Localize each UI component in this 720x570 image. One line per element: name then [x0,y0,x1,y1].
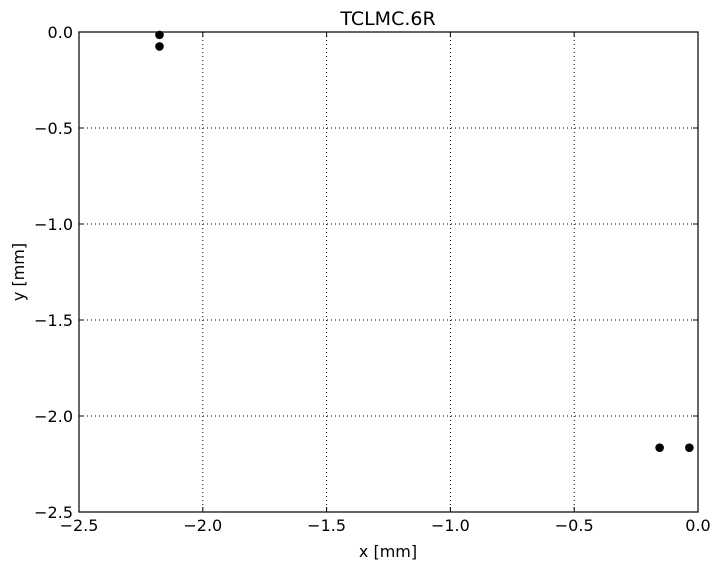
y-tick-label: −2.0 [34,407,73,426]
data-point [655,443,664,452]
x-tick-label: −1.0 [431,516,470,535]
chart-title: TCLMC.6R [339,8,435,30]
y-tick-label: −0.5 [34,119,73,138]
data-point [685,443,694,452]
x-tick-label: −2.5 [60,516,99,535]
y-tick-label: −1.0 [34,215,73,234]
x-tick-label: 0.0 [685,516,710,535]
y-axis-title: y [mm] [9,243,28,301]
x-tick-label: −2.0 [183,516,222,535]
y-tick-label: 0.0 [48,23,73,42]
data-points [155,30,694,452]
x-tick-label: −1.5 [307,516,346,535]
plot-frame [78,31,699,513]
y-tick-labels: 0.0 −0.5 −1.0 −1.5 −2.0 −2.5 [34,23,73,522]
axis-ticks [78,31,699,513]
grid-lines [79,32,698,512]
y-tick-label: −1.5 [34,311,73,330]
x-tick-labels: −2.5 −2.0 −1.5 −1.0 −0.5 0.0 [60,516,711,535]
y-tick-label: −2.5 [34,503,73,522]
data-point [155,42,164,51]
data-point [155,30,164,40]
x-axis-title: x [mm] [359,542,417,561]
x-tick-label: −0.5 [555,516,594,535]
